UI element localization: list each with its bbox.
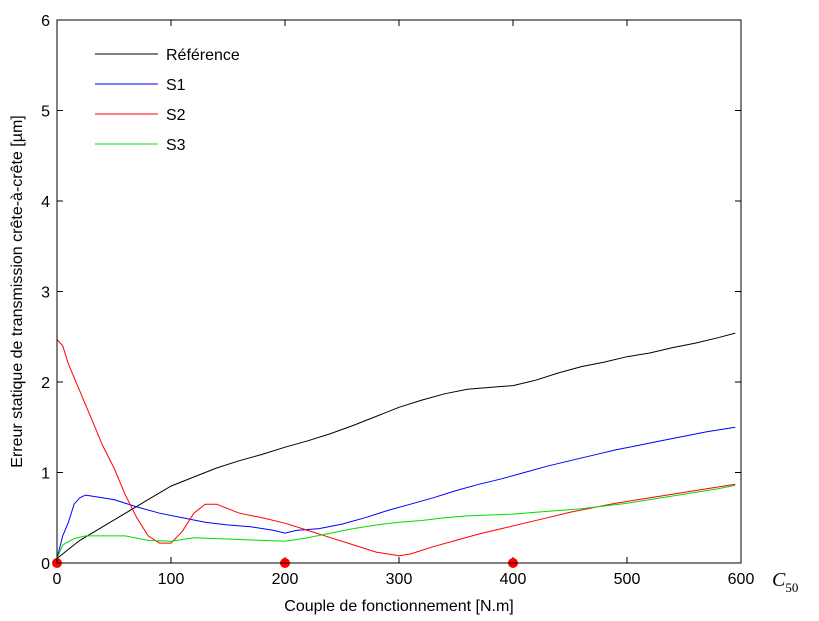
x-tick-label-2: 200 xyxy=(272,571,299,588)
x-axis-title: Couple de fonctionnement [N.m] xyxy=(284,598,513,615)
x-tick-label-4: 400 xyxy=(500,571,527,588)
c50-annotation: C50 xyxy=(772,569,798,595)
x-tick-label-1: 100 xyxy=(158,571,185,588)
c50-main: C xyxy=(772,569,786,591)
y-tick-label-6: 6 xyxy=(41,13,50,30)
ticks-layer: 0 100 200 300 400 500 600 0 1 2 3 4 5 6 xyxy=(41,13,754,588)
series-line-2 xyxy=(57,340,735,556)
series-layer xyxy=(57,333,735,558)
y-tick-label-0: 0 xyxy=(41,556,50,573)
x-tick-label-0: 0 xyxy=(53,571,62,588)
legend-label-2: S2 xyxy=(166,107,186,124)
y-axis-title: Erreur statique de transmission crête-à-… xyxy=(9,115,26,467)
y-tick-label-4: 4 xyxy=(41,194,50,211)
x-tick-label-6: 600 xyxy=(728,571,755,588)
plot-frame xyxy=(57,20,741,563)
c50-sub: 50 xyxy=(785,580,798,595)
legend-label-1: S1 xyxy=(166,77,186,94)
y-tick-label-1: 1 xyxy=(41,466,50,483)
series-line-3 xyxy=(57,485,735,558)
x-tick-label-5: 500 xyxy=(614,571,641,588)
x-tick-label-3: 300 xyxy=(386,571,413,588)
y-tick-label-3: 3 xyxy=(41,285,50,302)
y-tick-label-2: 2 xyxy=(41,375,50,392)
legend-label-3: S3 xyxy=(166,137,186,154)
legend-label-0: Référence xyxy=(166,47,240,64)
legend: Référence S1 S2 S3 xyxy=(95,47,240,154)
series-line-0 xyxy=(57,333,735,558)
y-tick-label-5: 5 xyxy=(41,104,50,121)
